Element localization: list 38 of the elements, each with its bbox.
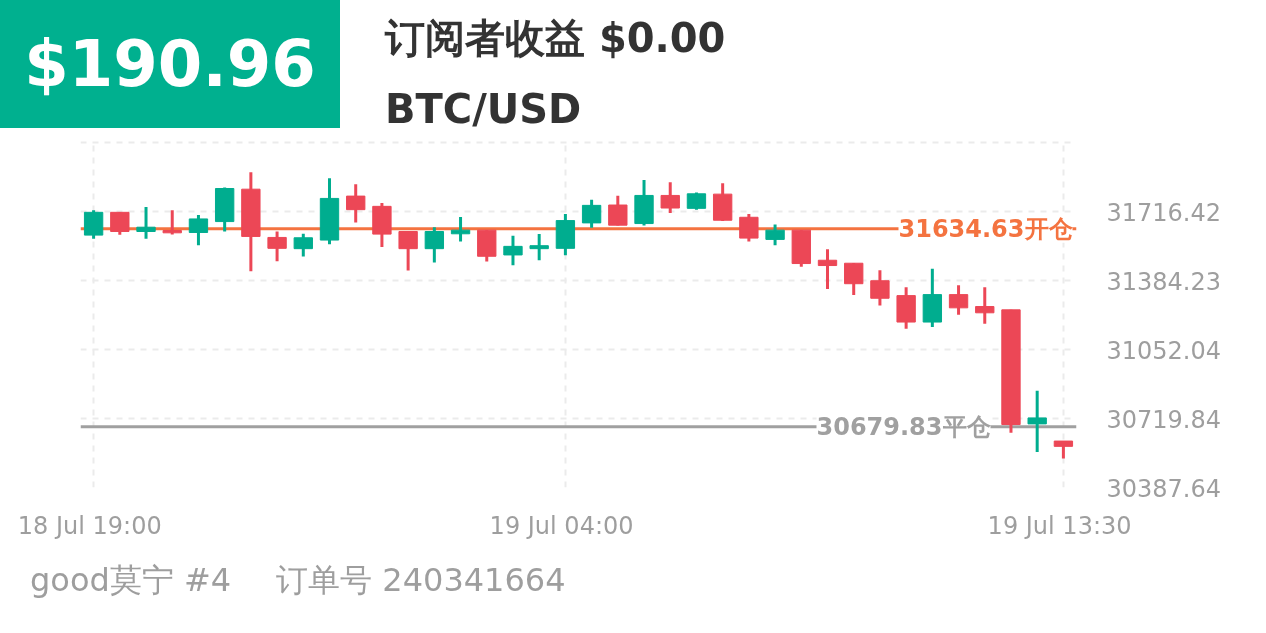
candlestick — [660, 182, 680, 213]
candlestick — [424, 227, 445, 263]
text: $190.96 — [0, 0, 340, 128]
y-tick-label: 31384.23 — [1106, 267, 1222, 296]
ref-line-label: 31634.63开仓 — [898, 214, 1074, 243]
candlestick — [83, 210, 104, 239]
candlestick — [398, 230, 418, 271]
candlestick — [529, 234, 549, 262]
candlestick — [739, 213, 759, 242]
text: good莫宁 #4 — [30, 561, 232, 599]
candlestick — [346, 184, 366, 223]
y-tick-label: 31716.42 — [1106, 198, 1222, 227]
candlestick — [870, 270, 890, 306]
candlestick — [503, 234, 523, 267]
candlestick — [188, 214, 209, 246]
candlestick — [581, 199, 602, 228]
candlestick — [608, 194, 628, 226]
candlestick — [817, 249, 838, 289]
chart-subtitle: BTC/USD — [385, 85, 583, 135]
x-tick-label: 18 Jul 19:00 — [17, 511, 162, 540]
text: 订单号 240341664 — [276, 561, 566, 599]
chart-title: 订阅者收益 $0.00 — [385, 14, 726, 63]
candlestick — [293, 232, 313, 257]
y-tick-label: 31052.04 — [1106, 336, 1222, 365]
candlestick — [844, 262, 864, 295]
candlestick — [136, 207, 156, 239]
y-tick-label: 30387.64 — [1106, 474, 1222, 503]
candlestick — [1027, 389, 1047, 452]
candlestick — [162, 210, 182, 235]
y-tick-label: 30719.84 — [1106, 405, 1222, 434]
candlestick — [765, 224, 785, 246]
x-tick-label: 19 Jul 04:00 — [489, 511, 634, 540]
candlestick — [110, 211, 130, 235]
candlestick — [948, 285, 969, 315]
x-tick-label: 19 Jul 13:30 — [987, 511, 1132, 540]
candlestick — [267, 231, 287, 263]
candlestick — [975, 287, 995, 324]
ref-line-label: 30679.83平仓 — [816, 412, 992, 441]
